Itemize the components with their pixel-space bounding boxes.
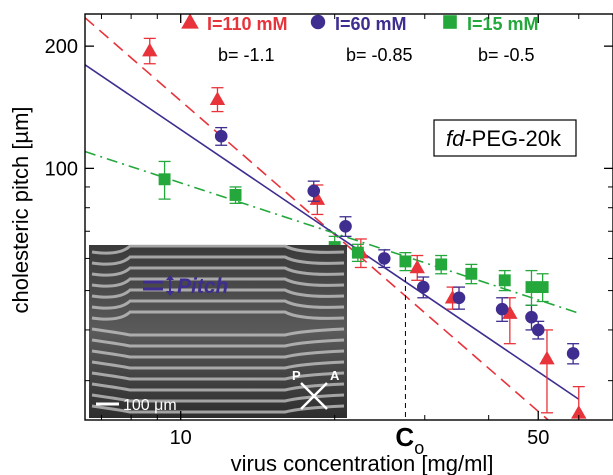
point-square: [465, 267, 478, 280]
inset-stripe: [91, 255, 345, 266]
legend-label: I=60 mM: [335, 14, 407, 34]
axis-ticks: [85, 14, 613, 420]
point-circle: [339, 219, 352, 233]
y-tick-label: 200: [45, 36, 78, 58]
inset-stripe: [91, 327, 345, 337]
annotation-italic: fd: [446, 126, 465, 151]
legend-marker-triangle: [181, 13, 199, 29]
legend-marker-square: [443, 15, 457, 29]
point-circle: [495, 302, 509, 316]
plot-frame: [84, 13, 613, 421]
point-square: [525, 281, 538, 294]
svg-text:fd-PEG-20k: fd-PEG-20k: [446, 126, 562, 151]
point-square: [498, 274, 511, 287]
x-tick-label: 50: [527, 427, 549, 449]
point-circle: [416, 280, 430, 294]
point-square: [229, 189, 242, 201]
c0-subscript: o: [414, 438, 424, 458]
point-square: [435, 258, 448, 271]
annotation-rest: -PEG-20k: [464, 126, 562, 151]
svg-text:Co: Co: [395, 422, 424, 458]
point-circle: [307, 184, 321, 198]
inset-stripe: [91, 244, 345, 255]
point-triangle: [502, 305, 518, 319]
legend-label: I=110 mM: [207, 14, 288, 34]
inset-stripe: [91, 393, 345, 403]
point-circle: [377, 252, 391, 265]
slope-label: b= -0.5: [478, 45, 535, 65]
fit-line-0: [85, 17, 550, 420]
c0-label: C: [395, 422, 414, 452]
point-triangle: [409, 259, 425, 274]
polarizer-cross-icon: [300, 382, 328, 410]
legend-marker-circle: [310, 14, 326, 30]
inset-stripe: [91, 349, 345, 359]
point-circle: [566, 347, 580, 360]
inset-stripe: [91, 299, 345, 310]
annotation-box: fd-PEG-20k: [433, 119, 577, 157]
point-circle: [452, 291, 466, 305]
x-tick-label: 10: [170, 427, 192, 449]
point-triangle: [209, 91, 226, 106]
slope-label: b= -1.1: [218, 45, 275, 65]
point-circle: [525, 310, 538, 324]
inset-pitch-label: Pitch: [177, 275, 228, 298]
legend: I=110 mM b= -1.1 I=60 mM b= -0.85 I=15 mM b= …: [181, 13, 539, 65]
inset-stripe: [91, 371, 345, 381]
data-series: [142, 37, 587, 420]
slope-label: b= -0.85: [346, 45, 413, 65]
y-axis-label: cholesteric pitch [µm]: [8, 106, 33, 313]
inset-stripe: [91, 266, 345, 277]
inset-stripe: [91, 288, 345, 299]
point-circle: [531, 323, 545, 337]
inset-stripe: [91, 338, 345, 348]
inset-polarizer-label: P: [292, 368, 301, 383]
legend-label: I=15 mM: [467, 14, 539, 34]
point-triangle: [539, 350, 555, 365]
point-circle: [214, 129, 228, 143]
x-axis-label: virus concentration [mg/ml]: [231, 451, 494, 475]
inset-stripe: [91, 277, 345, 288]
inset-scale-label: 100 μm: [123, 397, 177, 414]
point-triangle: [571, 405, 587, 419]
inset-stripe: [91, 404, 345, 414]
inset-stripe: [91, 360, 345, 370]
point-square: [158, 173, 171, 186]
inset-stripe: [91, 310, 345, 321]
point-square: [536, 281, 549, 294]
pitch-arrow-icon: [143, 275, 174, 296]
point-triangle: [142, 42, 158, 57]
point-square: [351, 246, 364, 259]
point-square: [399, 255, 412, 268]
inset-analyzer-label: A: [330, 368, 340, 383]
inset-stripe: [91, 382, 345, 392]
y-tick-label: 100: [45, 158, 78, 180]
inset-micrograph: Pitch 100 μm P A: [89, 244, 347, 418]
